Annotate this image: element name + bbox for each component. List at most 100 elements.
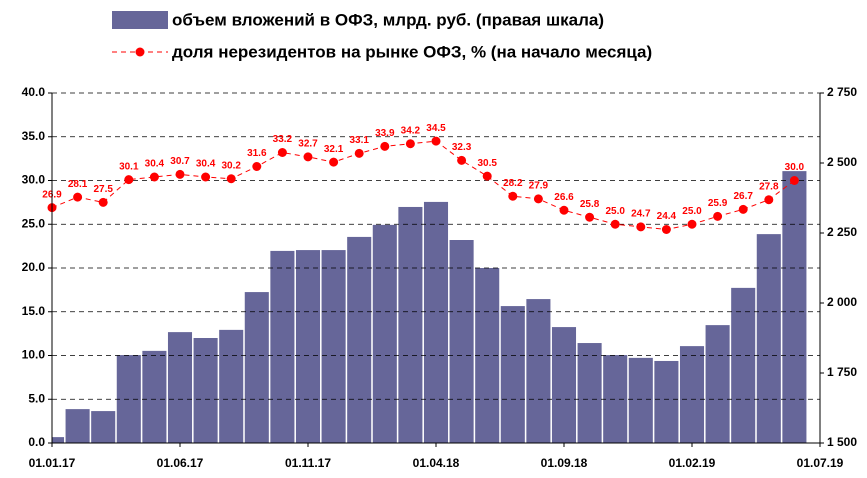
- data-label: 34.2: [401, 125, 421, 136]
- data-label: 34.5: [426, 123, 446, 134]
- bar: [526, 299, 551, 443]
- point: [636, 222, 646, 232]
- data-label: 32.1: [324, 144, 344, 155]
- bar: [52, 437, 65, 443]
- y2-tick-label: 1 750: [827, 365, 857, 379]
- point: [73, 192, 83, 202]
- point: [329, 157, 339, 167]
- data-label: 26.7: [733, 191, 753, 202]
- x-tick-label: 01.06.17: [157, 456, 204, 470]
- data-label: 25.0: [682, 206, 702, 217]
- bars: [52, 171, 807, 443]
- point: [405, 139, 415, 149]
- bar: [295, 250, 321, 443]
- point: [661, 225, 671, 234]
- bar: [65, 409, 90, 443]
- bar: [321, 250, 346, 443]
- y-tick-label: 5.0: [28, 391, 45, 405]
- point: [533, 194, 543, 204]
- point: [482, 171, 492, 181]
- y-tick-label: 25.0: [22, 216, 46, 230]
- point: [713, 211, 723, 221]
- data-label: 25.8: [580, 199, 600, 210]
- point: [431, 136, 441, 146]
- data-label: 30.0: [785, 162, 805, 173]
- point: [457, 155, 467, 165]
- bar: [219, 329, 244, 443]
- y-tick-label: 10.0: [22, 348, 46, 362]
- bar: [423, 201, 449, 443]
- y2-tick-label: 2 250: [827, 225, 857, 239]
- data-label: 26.6: [554, 192, 574, 203]
- data-label: 27.8: [759, 181, 779, 192]
- bar: [449, 240, 474, 443]
- y2-tick-label: 2 500: [827, 155, 857, 169]
- y-tick-label: 20.0: [22, 260, 46, 274]
- y-tick-label: 35.0: [22, 129, 46, 143]
- data-label: 24.4: [657, 211, 677, 222]
- y2-tick-label: 2 000: [827, 295, 857, 309]
- point: [764, 195, 774, 205]
- data-label: 28.1: [68, 179, 88, 190]
- point: [201, 172, 211, 182]
- point: [559, 205, 569, 215]
- data-label: 30.5: [477, 158, 497, 169]
- data-label: 25.9: [708, 198, 728, 209]
- data-label: 27.9: [529, 181, 549, 192]
- bar: [244, 292, 269, 443]
- data-label: 32.7: [298, 139, 318, 150]
- point: [149, 172, 159, 182]
- point: [508, 191, 518, 201]
- bar: [167, 332, 193, 443]
- data-label: 31.6: [247, 148, 267, 159]
- bar: [654, 360, 679, 443]
- point: [610, 219, 620, 229]
- bar: [142, 350, 167, 443]
- bar: [628, 357, 653, 443]
- bar: [577, 343, 602, 443]
- point: [175, 169, 185, 179]
- data-label: 33.9: [375, 128, 395, 139]
- bar: [398, 206, 423, 443]
- bar: [91, 411, 116, 443]
- bar: [500, 306, 525, 443]
- bar: [347, 236, 372, 443]
- y-tick-label: 30.0: [22, 173, 46, 187]
- x-tick-label: 01.02.19: [669, 456, 716, 470]
- x-tick-label: 01.01.17: [29, 456, 76, 470]
- point: [354, 148, 364, 158]
- data-label: 30.1: [119, 161, 139, 172]
- point: [277, 148, 287, 157]
- data-label: 28.2: [503, 178, 523, 189]
- point: [124, 175, 134, 185]
- point: [303, 152, 313, 162]
- data-label: 25.0: [605, 206, 625, 217]
- point: [226, 174, 236, 184]
- bar: [193, 338, 218, 443]
- bar: [756, 234, 781, 443]
- point: [380, 141, 390, 151]
- data-label: 27.5: [93, 184, 113, 195]
- bar: [782, 171, 807, 443]
- x-tick-label: 01.11.17: [285, 456, 331, 470]
- bar: [731, 287, 756, 443]
- legend-swatch: [135, 47, 145, 57]
- data-label: 30.4: [145, 159, 165, 170]
- bar: [372, 224, 397, 443]
- point: [252, 162, 262, 171]
- y2-tick-label: 2 750: [827, 85, 857, 99]
- legend-label: доля нерезидентов на рынке ОФЗ, % (на на…: [172, 42, 652, 61]
- data-label: 30.4: [196, 159, 216, 170]
- point: [98, 197, 108, 207]
- bar: [270, 250, 295, 443]
- bar: [705, 325, 730, 443]
- y-tick-label: 0.0: [28, 435, 45, 449]
- point: [687, 219, 697, 229]
- bar: [551, 327, 577, 443]
- legend-label: объем вложений в ОФЗ, млрд. руб. (правая…: [172, 10, 604, 29]
- x-tick-label: 01.09.18: [541, 456, 588, 470]
- point: [738, 204, 748, 214]
- data-label: 33.2: [273, 134, 293, 145]
- data-label: 32.3: [452, 142, 472, 153]
